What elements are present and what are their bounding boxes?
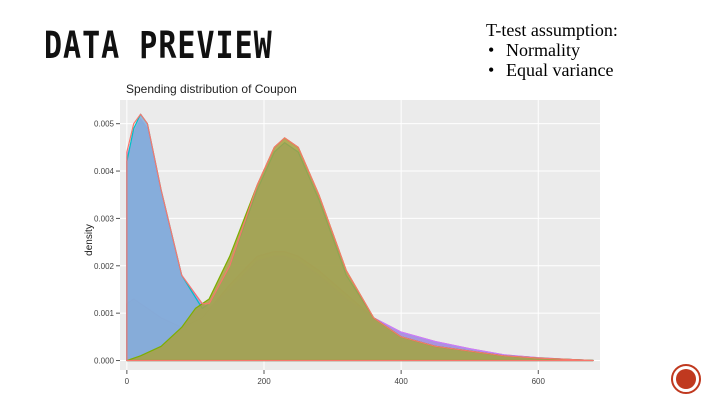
y-tick-label: 0.005 <box>94 120 115 129</box>
assumptions-box: T-test assumption: • Normality • Equal v… <box>486 20 618 80</box>
bullet-icon: • <box>488 60 495 80</box>
bullet-icon: • <box>488 40 495 60</box>
assumption-item: • Normality <box>486 40 618 60</box>
tick-layer: 0.000 0.001 0.002 0.003 0.004 0.005 0 200 400 600 <box>94 120 546 386</box>
y-axis-label: density <box>84 224 95 256</box>
area-layer <box>126 113 594 362</box>
x-tick-label: 600 <box>532 377 546 386</box>
x-tick-label: 0 <box>125 377 130 386</box>
assumption-normality: Normality <box>506 40 580 60</box>
y-tick-label: 0.002 <box>94 262 115 271</box>
assumptions-heading: T-test assumption: <box>486 20 618 40</box>
assumption-item: • Equal variance <box>486 60 618 80</box>
next-slide-icon <box>676 369 696 389</box>
chart-title: Spending distribution of Coupon <box>126 82 297 96</box>
density-area <box>126 113 594 362</box>
x-tick-label: 400 <box>394 377 408 386</box>
assumption-equal-variance: Equal variance <box>506 60 614 80</box>
y-tick-label: 0.000 <box>94 357 115 366</box>
next-slide-button[interactable] <box>671 364 701 394</box>
x-tick-label: 200 <box>257 377 271 386</box>
y-tick-label: 0.004 <box>94 167 115 176</box>
y-tick-label: 0.001 <box>94 309 115 318</box>
assumptions-list: • Normality • Equal variance <box>486 40 618 80</box>
slide-title: DATA PREVIEW <box>44 24 273 68</box>
y-tick-label: 0.003 <box>94 214 115 223</box>
